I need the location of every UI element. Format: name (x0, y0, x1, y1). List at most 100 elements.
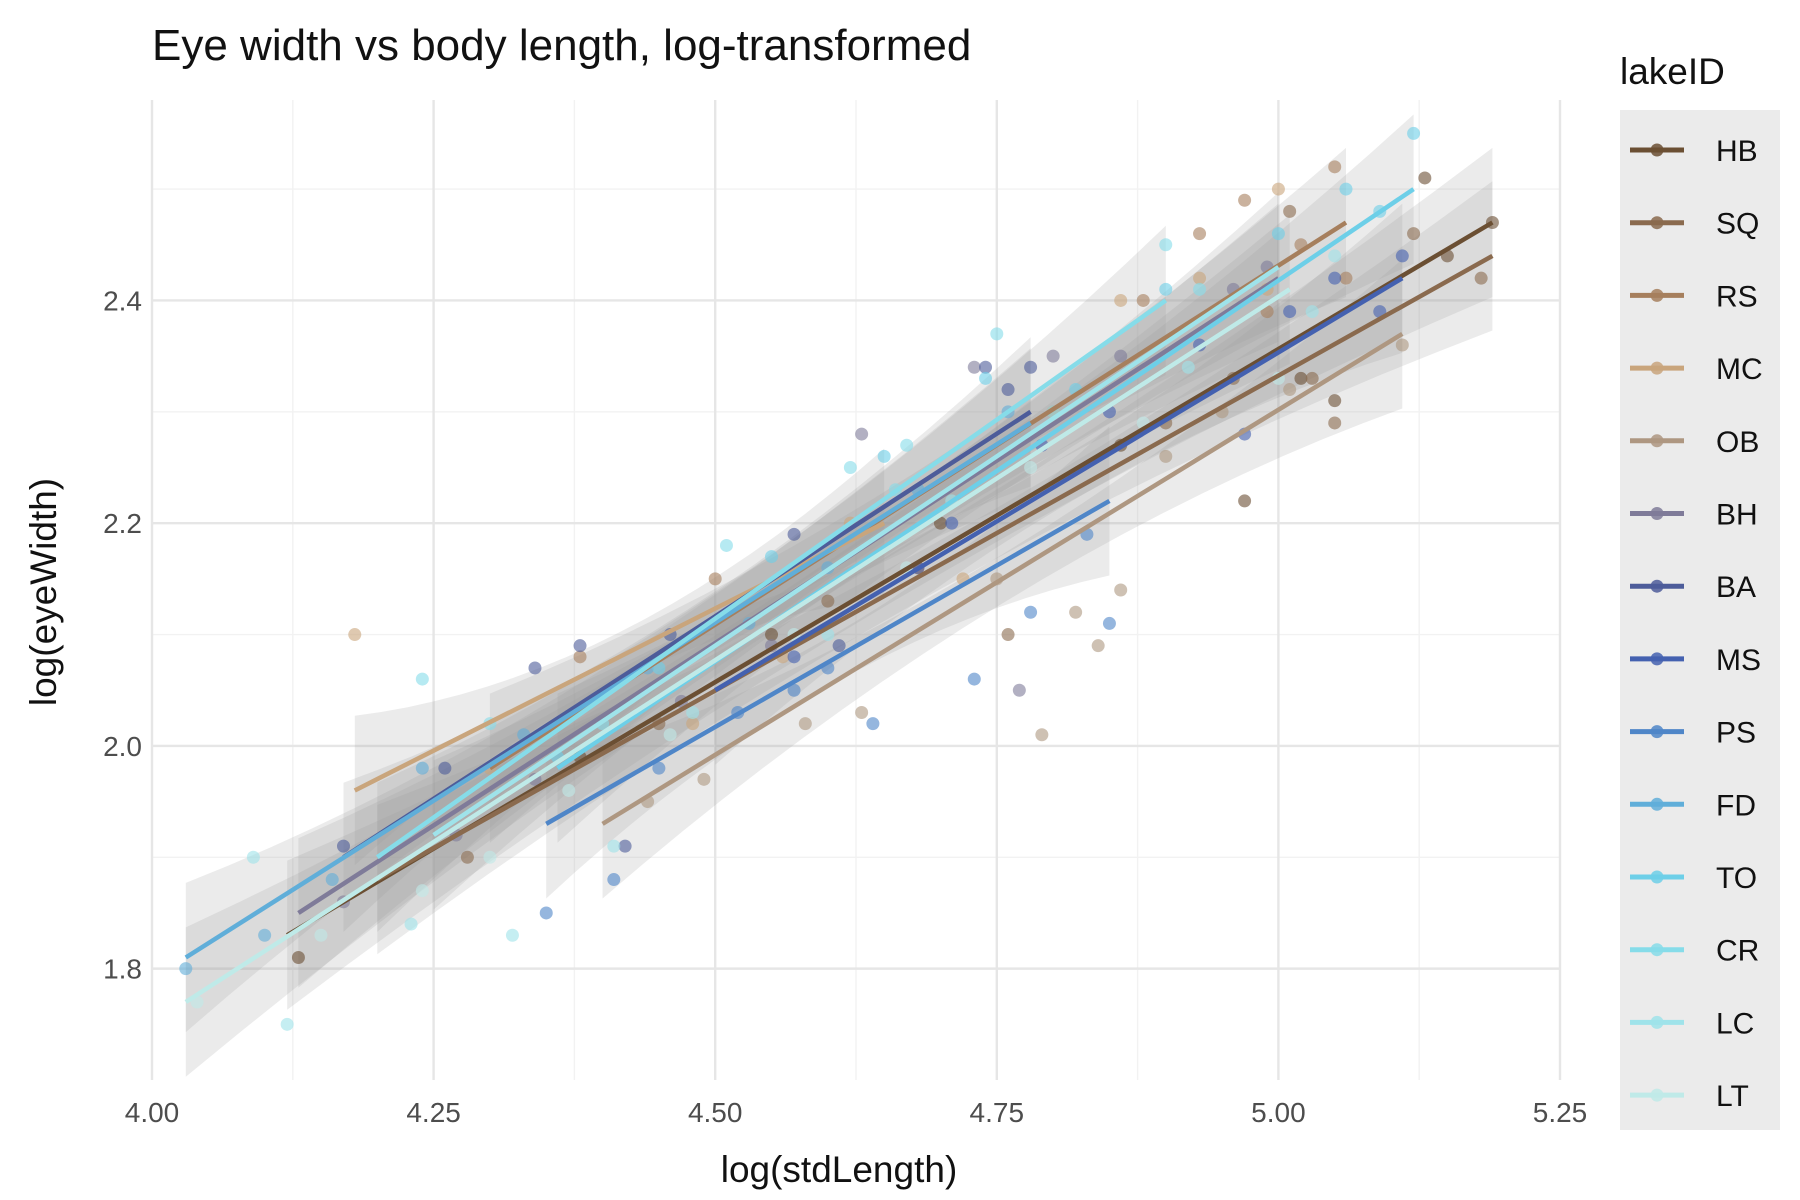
data-point-HB (291, 951, 305, 964)
grid-major (150, 100, 1562, 1080)
data-point-BA (573, 639, 587, 653)
data-point-BH (1012, 683, 1026, 697)
data-point-RS (1193, 227, 1207, 241)
legend-key-point-BA (1650, 579, 1664, 593)
data-point-OB (1114, 583, 1128, 597)
data-point-MC (348, 628, 362, 642)
data-point-BH (967, 360, 981, 374)
fit-lines (184, 187, 1494, 1004)
data-points (179, 126, 1499, 1031)
data-point-HB (1418, 171, 1432, 185)
legend-label-TO: TO (1716, 862, 1757, 895)
grid-minor (152, 100, 1560, 1080)
data-point-BA (1001, 383, 1015, 397)
data-point-LC (505, 928, 519, 942)
data-point-RS (1238, 193, 1252, 207)
data-point-BA (832, 639, 846, 653)
data-point-TO (979, 371, 993, 385)
data-point-OB (1069, 605, 1083, 619)
data-point-PS (1024, 605, 1038, 619)
legend-label-LC: LC (1716, 1007, 1754, 1040)
data-point-PS (967, 672, 981, 686)
data-point-OB (798, 717, 812, 731)
x-tick-label: 4.25 (406, 1097, 461, 1128)
y-tick-label: 2.2 (103, 508, 142, 539)
data-point-SQ (1407, 227, 1421, 241)
fit-line-FD (184, 421, 1032, 960)
data-point-BA (618, 839, 632, 853)
data-point-RS (1136, 293, 1150, 307)
legend-key-point-CR (1650, 943, 1664, 957)
data-point-SQ (1474, 271, 1488, 285)
data-point-LT (663, 728, 677, 742)
y-axis-title: log(eyeWidth) (23, 478, 64, 706)
data-point-MC (1114, 293, 1128, 307)
data-point-MS (945, 516, 959, 530)
data-point-LT (483, 850, 497, 864)
data-point-OB (1035, 728, 1049, 742)
data-point-BA (979, 360, 993, 374)
legend-label-PS: PS (1716, 717, 1756, 750)
legend-label-CR: CR (1716, 935, 1759, 968)
data-point-CR (415, 672, 429, 686)
data-point-BH (1114, 349, 1128, 363)
fit-line-PS (545, 498, 1111, 826)
legend-label-HB: HB (1716, 135, 1758, 168)
x-tick-label: 5.00 (1251, 1097, 1306, 1128)
legend-label-FD: FD (1716, 789, 1756, 822)
data-point-MS (1395, 249, 1409, 263)
data-point-HB (765, 628, 779, 642)
fit-line-CR (375, 298, 1168, 860)
data-point-LC (246, 850, 260, 864)
data-point-MS (1283, 305, 1297, 319)
data-point-PS (866, 717, 880, 731)
data-point-PS (787, 683, 801, 697)
data-point-BA (787, 527, 801, 541)
fit-line-OB (601, 331, 1404, 826)
data-point-MS (787, 650, 801, 664)
legend-label-BA: BA (1716, 571, 1756, 604)
data-point-LT (415, 884, 429, 898)
data-point-FD (415, 761, 429, 775)
x-tick-label: 4.75 (970, 1097, 1025, 1128)
data-point-CR (900, 438, 914, 452)
data-point-BH (1046, 349, 1060, 363)
legend-label-LT: LT (1716, 1080, 1749, 1113)
data-point-RS (1328, 160, 1342, 174)
x-tick-label: 4.00 (125, 1097, 180, 1128)
legend-key-point-LT (1650, 1088, 1664, 1102)
data-point-TO (1159, 282, 1173, 296)
x-axis-ticks: 4.00 4.25 4.50 4.75 5.00 5.25 (125, 1097, 1588, 1128)
legend: lakeID HB SQ RS MC OB BH BA MS PS FD TO CR LC LT (1620, 51, 1780, 1130)
data-point-CR (719, 538, 733, 552)
data-point-FD (179, 962, 193, 976)
fit-line-MS (714, 276, 1404, 693)
data-point-SQ (1001, 628, 1015, 642)
data-point-SQ (1328, 416, 1342, 430)
data-point-TO (1407, 126, 1421, 140)
data-point-FD (325, 873, 339, 887)
data-point-OB (855, 706, 869, 719)
fit-line-LT (184, 287, 1291, 1004)
data-point-BA (438, 761, 452, 775)
data-point-CR (990, 327, 1004, 341)
data-point-LC (607, 839, 621, 853)
legend-key-point-RS (1650, 288, 1664, 302)
y-tick-label: 1.8 (103, 954, 142, 985)
x-axis-title: log(stdLength) (721, 1149, 958, 1190)
legend-key-background (1620, 110, 1780, 1130)
legend-key-point-OB (1650, 434, 1664, 448)
data-point-TO (765, 550, 779, 564)
data-point-SQ (460, 850, 474, 864)
data-point-SQ (1305, 371, 1319, 385)
legend-label-SQ: SQ (1716, 208, 1759, 241)
legend-key-point-BH (1650, 507, 1664, 520)
data-point-TO (1339, 182, 1353, 196)
data-point-LT (562, 783, 576, 797)
data-point-PS (652, 761, 666, 775)
data-point-OB (1159, 449, 1173, 463)
data-point-TO (1271, 227, 1285, 241)
data-point-LC (1328, 249, 1342, 263)
